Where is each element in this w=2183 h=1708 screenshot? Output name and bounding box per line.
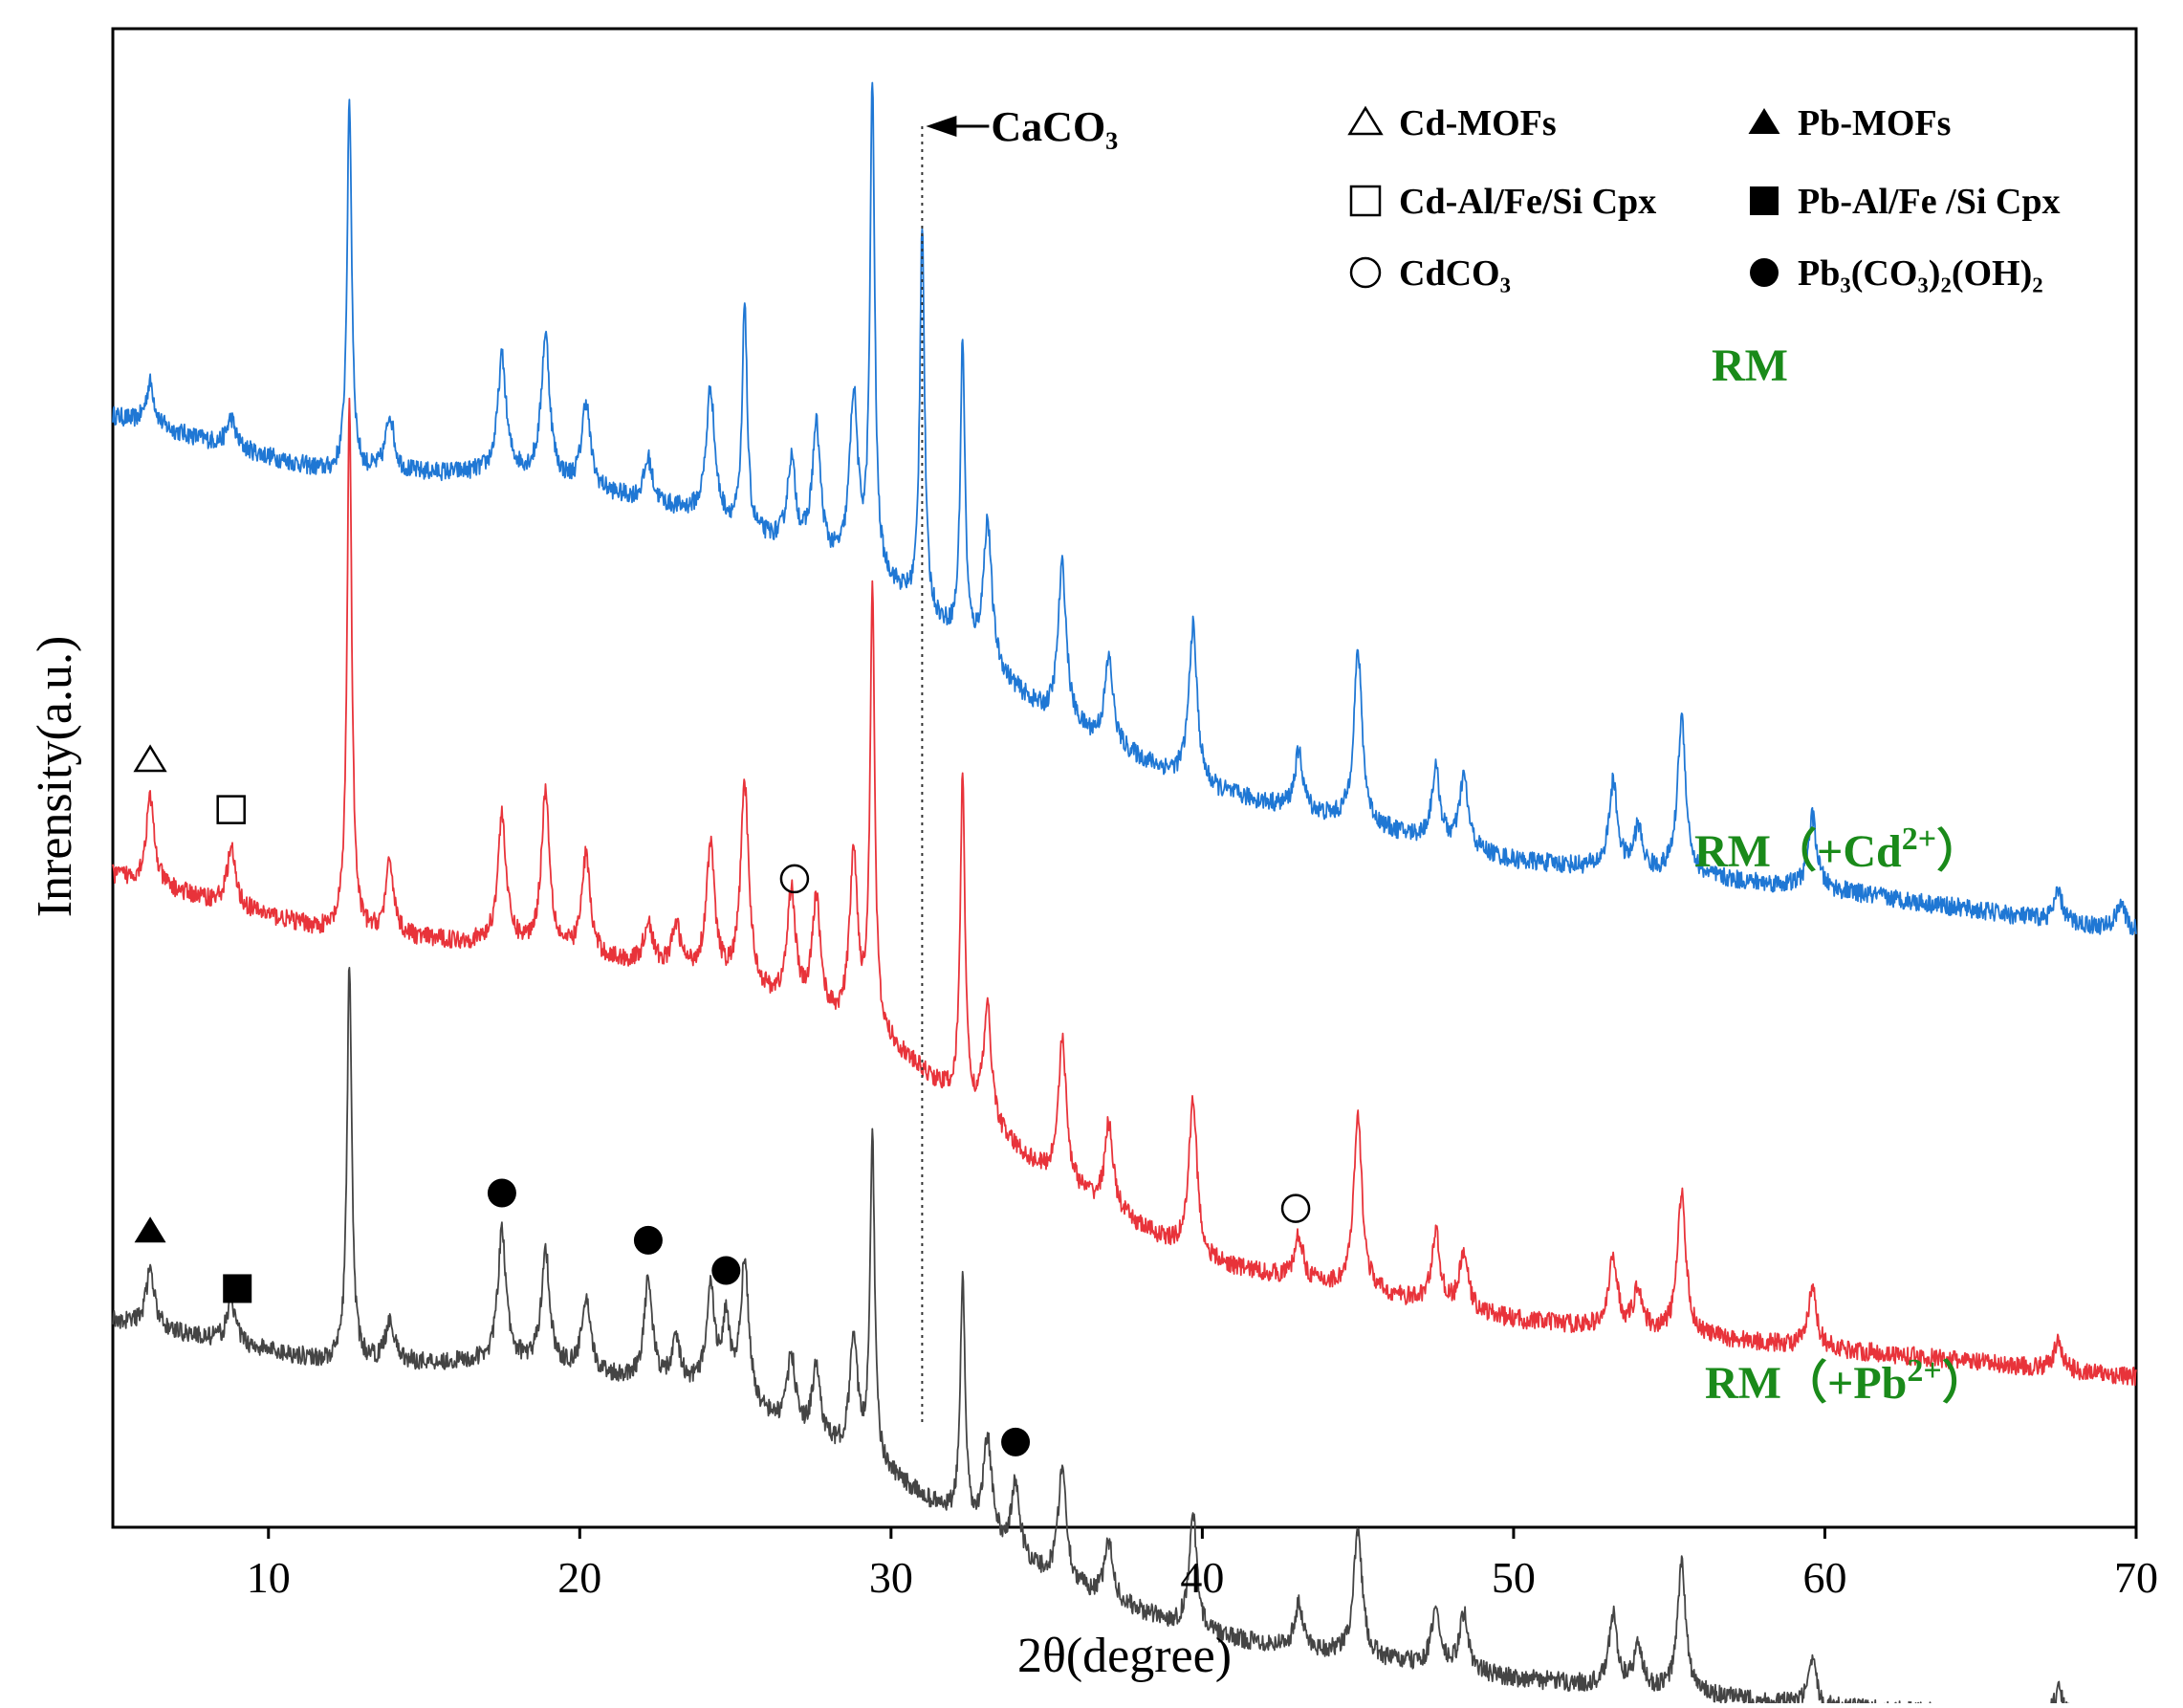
phase-marker-open-circle-2 <box>779 864 810 894</box>
phase-marker-filled-circle-6 <box>487 1178 516 1208</box>
legend-label-pb_mofs: Pb-MOFs <box>1798 103 1951 143</box>
phase-marker-layer <box>133 744 1311 1456</box>
legend-label-pb_cpx: Pb-Al/Fe /Si Cpx <box>1798 182 2060 222</box>
caco3-label: CaCO₃ <box>991 103 1118 150</box>
series-label-2: RM（+Pb2+） <box>1705 1353 1988 1409</box>
x-tick-label-60: 60 <box>1802 1553 1846 1602</box>
x-tick-label-70: 70 <box>2114 1553 2158 1602</box>
series-labels: RM RM（+Cd2+） RM（+Pb2+） <box>1694 340 1988 1409</box>
series-line-0 <box>112 81 2137 936</box>
series-line-2 <box>112 967 2070 1708</box>
x-axis-title: 2θ(degree) <box>1017 1629 1232 1683</box>
phase-marker-filled-triangle-4 <box>134 1216 166 1243</box>
x-tick-label-30: 30 <box>869 1553 913 1602</box>
caco3-arrow-head <box>926 116 957 137</box>
series-label-1: RM（+Cd2+） <box>1694 821 1982 877</box>
legend-label-cdco3: CdCO₃ <box>1399 253 1511 294</box>
x-axis-ticks: 10 20 30 40 50 60 70 <box>247 1527 2158 1602</box>
legend-symbol-cd_cpx <box>1349 185 1382 217</box>
x-tick-label-20: 20 <box>557 1553 601 1602</box>
legend-label-cd_mofs: Cd-MOFs <box>1399 103 1557 143</box>
legend-symbol-pb_hydrocerussite <box>1750 258 1779 287</box>
phase-marker-open-square-1 <box>216 795 246 824</box>
legend-label-pb_hydrocerussite: Pb₃(CO₃)₂(OH)₂ <box>1798 253 2043 294</box>
x-tick-label-50: 50 <box>1492 1553 1536 1602</box>
legend-symbol-cd_mofs <box>1347 105 1384 136</box>
phase-marker-filled-square-5 <box>223 1274 252 1303</box>
plot-frame <box>111 27 2138 1529</box>
x-tick-label-10: 10 <box>247 1553 291 1602</box>
phase-marker-open-triangle-0 <box>133 744 167 773</box>
phase-marker-filled-circle-7 <box>633 1225 663 1255</box>
y-axis-title: Inrensity(a.u.) <box>28 636 82 918</box>
phase-marker-open-circle-3 <box>1280 1193 1311 1223</box>
x-tick-label-40: 40 <box>1180 1553 1224 1602</box>
series-line-1 <box>112 397 2137 1387</box>
legend-symbol-pb_mofs <box>1748 108 1780 134</box>
series-layer <box>112 81 2137 1708</box>
phase-marker-filled-circle-9 <box>1001 1427 1031 1456</box>
phase-marker-filled-circle-8 <box>711 1256 741 1285</box>
legend-symbol-cdco3 <box>1349 256 1382 289</box>
legend-symbol-pb_cpx <box>1750 186 1779 215</box>
series-label-0: RM <box>1712 340 1788 391</box>
legend-label-cd_cpx: Cd-Al/Fe/Si Cpx <box>1399 182 1656 222</box>
legend: Cd-MOFs Pb-MOFs Cd-Al/Fe/Si Cpx Pb-Al/Fe /S… <box>1347 103 2060 294</box>
reference-line-layer: CaCO₃ <box>921 103 1118 1425</box>
